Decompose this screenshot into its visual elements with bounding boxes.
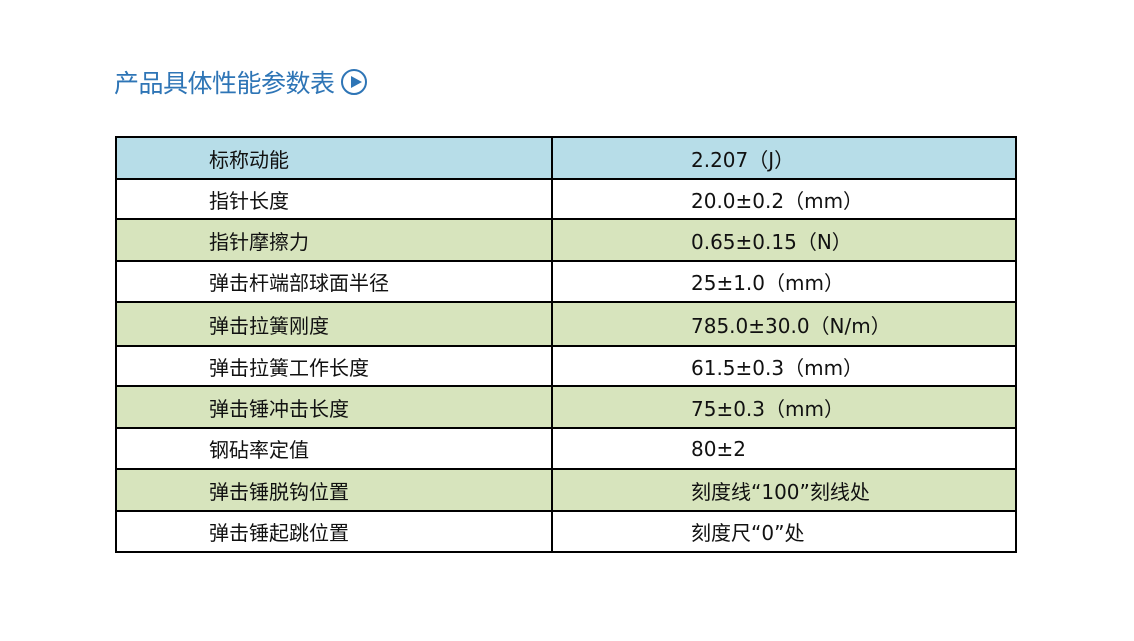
parameter-name: 钢砧率定值 bbox=[117, 429, 553, 468]
parameter-value: 2.207（J） bbox=[691, 147, 795, 172]
table-row: 弹击拉簧工作长度 61.5±0.3（mm） bbox=[117, 345, 1015, 385]
parameter-table: 标称动能 2.207（J） 指针长度 20.0±0.2（mm） 指针摩擦力 0.65±0.… bbox=[115, 136, 1017, 553]
parameter-name: 弹击锤冲击长度 bbox=[117, 387, 553, 427]
play-circle-icon[interactable] bbox=[340, 69, 367, 95]
table-row: 钢砧率定值 80±2 bbox=[117, 427, 1015, 468]
parameter-value: 刻度尺“0”处 bbox=[691, 521, 805, 545]
parameter-value: 0.65±0.15（N） bbox=[691, 229, 852, 254]
parameter-name: 弹击拉簧工作长度 bbox=[117, 347, 553, 385]
parameter-name: 弹击拉簧刚度 bbox=[117, 303, 553, 345]
page-title: 产品具体性能参数表 bbox=[114, 64, 367, 100]
parameter-name: 弹击锤起跳位置 bbox=[117, 512, 553, 551]
table-row: 弹击锤起跳位置 刻度尺“0”处 bbox=[117, 510, 1015, 551]
parameter-value: 785.0±30.0（N/m） bbox=[691, 313, 891, 338]
title-text: 产品具体性能参数表 bbox=[114, 69, 335, 98]
parameter-value: 25±1.0（mm） bbox=[691, 271, 844, 295]
parameter-value: 61.5±0.3（mm） bbox=[691, 355, 864, 380]
table-row: 弹击拉簧刚度 785.0±30.0（N/m） bbox=[117, 301, 1015, 345]
table-row: 标称动能 2.207（J） bbox=[117, 138, 1015, 178]
parameter-value: 刻度线“100”刻线处 bbox=[691, 479, 870, 504]
parameter-name: 指针摩擦力 bbox=[117, 220, 553, 260]
parameter-value: 75±0.3（mm） bbox=[691, 396, 844, 421]
parameter-name: 标称动能 bbox=[117, 138, 553, 178]
parameter-name: 指针长度 bbox=[117, 180, 553, 218]
table-row: 指针摩擦力 0.65±0.15（N） bbox=[117, 218, 1015, 260]
parameter-value: 20.0±0.2（mm） bbox=[691, 188, 864, 213]
table-row: 指针长度 20.0±0.2（mm） bbox=[117, 178, 1015, 218]
table-row: 弹击锤脱钩位置 刻度线“100”刻线处 bbox=[117, 468, 1015, 510]
parameter-value: 80±2 bbox=[691, 436, 746, 461]
table-row: 弹击锤冲击长度 75±0.3（mm） bbox=[117, 385, 1015, 427]
table-row: 弹击杆端部球面半径 25±1.0（mm） bbox=[117, 260, 1015, 301]
parameter-name: 弹击杆端部球面半径 bbox=[117, 262, 553, 301]
parameter-name: 弹击锤脱钩位置 bbox=[117, 470, 553, 510]
